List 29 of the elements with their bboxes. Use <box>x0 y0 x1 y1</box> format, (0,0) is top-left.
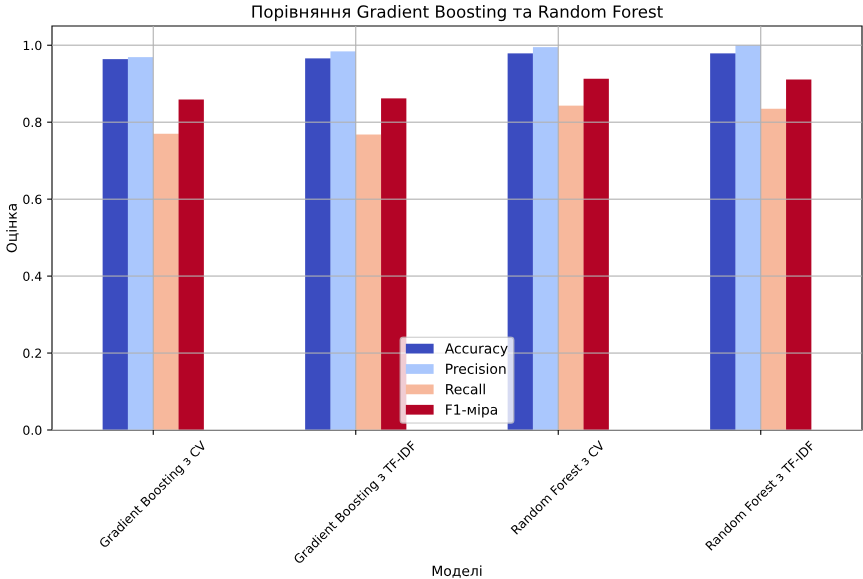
y-tick-label: 0.4 <box>23 272 42 282</box>
legend-label: Accuracy <box>444 343 508 356</box>
bar <box>735 46 761 430</box>
bar <box>786 79 812 430</box>
y-axis-title: Оцінка <box>6 204 19 252</box>
x-axis-title: Моделі <box>432 565 482 578</box>
bar <box>102 59 128 430</box>
bar <box>381 98 406 430</box>
y-tick-label: 0.2 <box>23 348 42 358</box>
bar <box>305 58 330 430</box>
y-tick-label: 0.6 <box>23 194 42 204</box>
bar <box>532 47 558 430</box>
bar <box>178 99 204 430</box>
bar <box>356 134 382 430</box>
bar <box>153 134 179 430</box>
bar <box>584 78 609 430</box>
y-tick-label: 0.0 <box>23 425 42 435</box>
bar <box>330 51 356 430</box>
bar <box>508 53 533 430</box>
bar <box>558 106 584 430</box>
legend-label: F1-міра <box>446 404 497 418</box>
y-tick-label: 0.8 <box>23 118 42 128</box>
bar <box>128 57 154 430</box>
bar <box>710 53 736 430</box>
legend-label: Precision <box>446 363 506 374</box>
y-tick-label: 1.0 <box>24 40 42 50</box>
chart-title: Порівняння Gradient Boosting та Random Forest <box>252 5 663 22</box>
bar <box>760 108 786 430</box>
legend-label: Recall <box>446 384 485 394</box>
